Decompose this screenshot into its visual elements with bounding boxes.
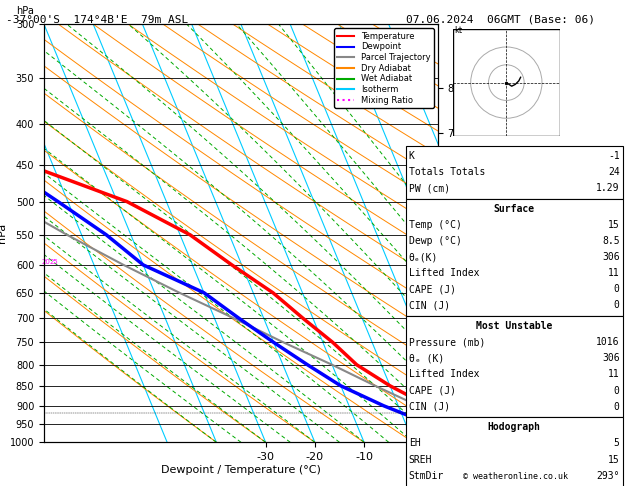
Text: K: K xyxy=(409,151,415,161)
Text: 306: 306 xyxy=(602,353,620,364)
Text: CIN (J): CIN (J) xyxy=(409,401,450,412)
Text: Dewp (°C): Dewp (°C) xyxy=(409,236,462,246)
Text: EH: EH xyxy=(409,438,421,449)
Y-axis label: km
ASL: km ASL xyxy=(457,224,478,243)
Text: 0: 0 xyxy=(614,300,620,311)
Text: 1016: 1016 xyxy=(596,337,620,347)
Text: -37°00'S  174°4B'E  79m ASL: -37°00'S 174°4B'E 79m ASL xyxy=(6,15,189,25)
Text: 0: 0 xyxy=(614,385,620,396)
Text: PW (cm): PW (cm) xyxy=(409,183,450,193)
Legend: Temperature, Dewpoint, Parcel Trajectory, Dry Adiabat, Wet Adiabat, Isotherm, Mi: Temperature, Dewpoint, Parcel Trajectory… xyxy=(334,29,434,108)
Text: 15: 15 xyxy=(608,220,620,230)
Text: 07.06.2024  06GMT (Base: 06): 07.06.2024 06GMT (Base: 06) xyxy=(406,15,594,25)
Text: StmDir: StmDir xyxy=(409,470,444,481)
Text: Mixing Ratio (g/kg): Mixing Ratio (g/kg) xyxy=(446,193,455,273)
X-axis label: Dewpoint / Temperature (°C): Dewpoint / Temperature (°C) xyxy=(161,465,321,475)
Text: 20: 20 xyxy=(41,259,50,265)
Text: CAPE (J): CAPE (J) xyxy=(409,284,456,295)
Text: Lifted Index: Lifted Index xyxy=(409,369,479,380)
Text: 293°: 293° xyxy=(596,470,620,481)
Text: 5: 5 xyxy=(614,438,620,449)
Text: kt: kt xyxy=(455,26,463,35)
Text: θₑ(K): θₑ(K) xyxy=(409,252,438,262)
Text: -1: -1 xyxy=(608,151,620,161)
Text: CAPE (J): CAPE (J) xyxy=(409,385,456,396)
Text: 15: 15 xyxy=(608,454,620,465)
Text: 8.5: 8.5 xyxy=(602,236,620,246)
Text: Temp (°C): Temp (°C) xyxy=(409,220,462,230)
Text: SREH: SREH xyxy=(409,454,432,465)
Text: © weatheronline.co.uk: © weatheronline.co.uk xyxy=(464,472,568,481)
Text: Hodograph: Hodograph xyxy=(487,422,541,433)
Text: 25: 25 xyxy=(50,259,58,265)
Y-axis label: hPa: hPa xyxy=(0,223,7,243)
Text: Lifted Index: Lifted Index xyxy=(409,268,479,278)
Text: 11: 11 xyxy=(608,268,620,278)
Text: θₑ (K): θₑ (K) xyxy=(409,353,444,364)
Text: 306: 306 xyxy=(602,252,620,262)
Text: CIN (J): CIN (J) xyxy=(409,300,450,311)
Text: 11: 11 xyxy=(608,369,620,380)
Text: Totals Totals: Totals Totals xyxy=(409,167,485,177)
Text: 24: 24 xyxy=(608,167,620,177)
Text: 1.29: 1.29 xyxy=(596,183,620,193)
Text: Most Unstable: Most Unstable xyxy=(476,321,552,331)
Text: Pressure (mb): Pressure (mb) xyxy=(409,337,485,347)
Text: 0: 0 xyxy=(614,284,620,295)
Text: hPa: hPa xyxy=(16,6,35,16)
Text: 0: 0 xyxy=(614,401,620,412)
Text: 1LCL: 1LCL xyxy=(469,409,490,418)
Text: Surface: Surface xyxy=(494,204,535,214)
